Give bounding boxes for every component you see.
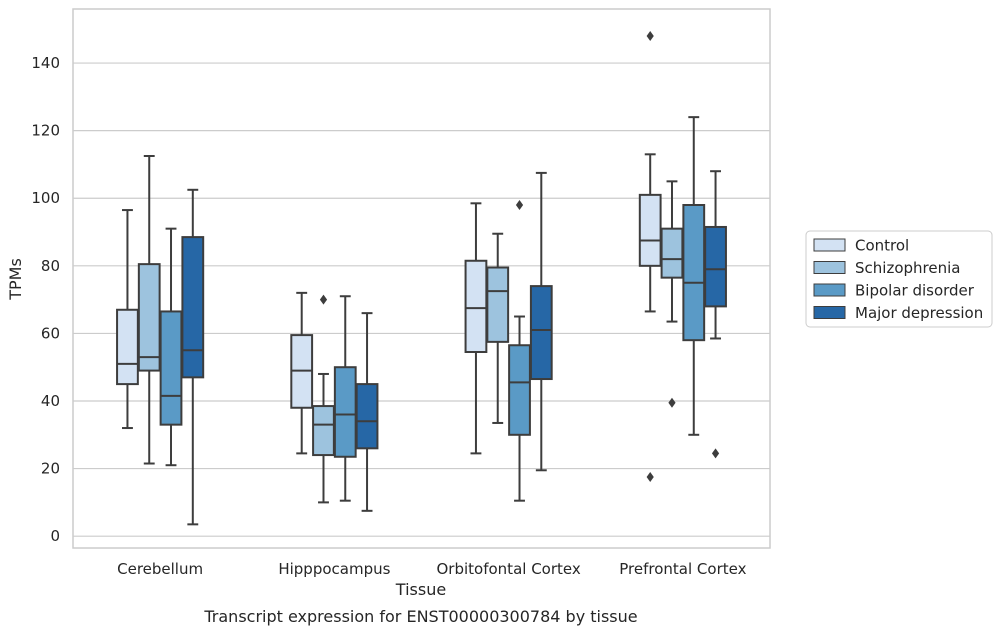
y-tick-120: 120 [31,122,60,140]
box-bipolar-disorder-cerebellum [159,227,183,467]
box-control-cerebellum [116,209,139,430]
box-major-depression-hipppocampus [355,312,379,512]
box-body [137,263,161,372]
legend: Control Schizophrenia Bipolar disorder Majo… [805,230,993,328]
box-major-depression-cerebellum [181,188,205,526]
legend-item-bipolar-disorder: Bipolar disorder [813,282,975,300]
box-body [638,193,662,267]
box-body [486,266,510,343]
outlier-point [668,397,676,408]
box-bipolar-disorder-prefrontal-cortex [682,116,706,436]
outlier-point [646,472,654,483]
box-body [508,344,531,436]
box-control-hipppocampus [290,291,314,455]
box-body [355,383,379,450]
legend-label: Control [855,237,909,255]
box-body [464,259,488,353]
y-tick-20: 20 [41,460,60,478]
x-axis-title: Tissue [395,580,446,599]
legend-swatch [813,238,846,252]
y-tick-0: 0 [50,527,60,545]
y-tick-40: 40 [41,392,60,410]
legend-item-control: Control [813,237,909,255]
box-body [159,310,183,426]
legend-label: Major depression [855,304,983,322]
x-tick-labels: Cerebellum Hipppocampus Orbitofontal Corte… [117,560,746,578]
y-tick-60: 60 [41,324,60,342]
box-body [704,225,727,308]
box-schizophrenia-prefrontal-cortex [660,180,684,408]
box-major-depression-orbitofontal-cortex [529,171,553,472]
box-body [682,204,706,342]
y-tick-140: 140 [31,54,60,72]
figure-caption: Transcript expression for ENST0000030078… [203,607,637,626]
legend-item-schizophrenia: Schizophrenia [813,259,960,277]
box-bipolar-disorder-orbitofontal-cortex [508,200,531,502]
outlier-point [646,31,654,42]
legend-label: Bipolar disorder [855,282,975,300]
box-body [660,227,684,279]
box-body [116,308,139,386]
legend-swatch [813,283,846,297]
box-schizophrenia-orbitofontal-cortex [486,232,510,424]
y-tick-100: 100 [31,189,60,207]
y-tick-labels: 0 20 40 60 80 100 120 140 [31,54,60,545]
legend-swatch [813,261,846,274]
outlier-point [515,200,524,210]
legend-swatch [813,306,846,319]
y-tick-80: 80 [41,257,60,275]
legend-frame [805,230,993,328]
x-tick-hipppocampus: Hipppocampus [278,560,390,578]
outlier-point [319,294,328,305]
box-major-depression-prefrontal-cortex [704,170,727,459]
box-body [529,285,553,381]
y-axis-title: TPMs [6,258,25,301]
box-schizophrenia-cerebellum [137,155,161,465]
box-control-prefrontal-cortex [638,31,662,483]
box-body [181,236,205,379]
outlier-point [711,448,720,459]
box-body [312,405,335,457]
legend-label: Schizophrenia [855,259,960,277]
box-schizophrenia-hipppocampus [312,294,335,504]
x-tick-orbitofontal-cortex: Orbitofontal Cortex [437,560,581,578]
boxes [116,31,727,526]
x-tick-cerebellum: Cerebellum [117,560,203,578]
box-body [333,366,357,458]
legend-item-major-depression: Major depression [813,304,983,322]
x-tick-prefrontal-cortex: Prefrontal Cortex [619,560,746,578]
